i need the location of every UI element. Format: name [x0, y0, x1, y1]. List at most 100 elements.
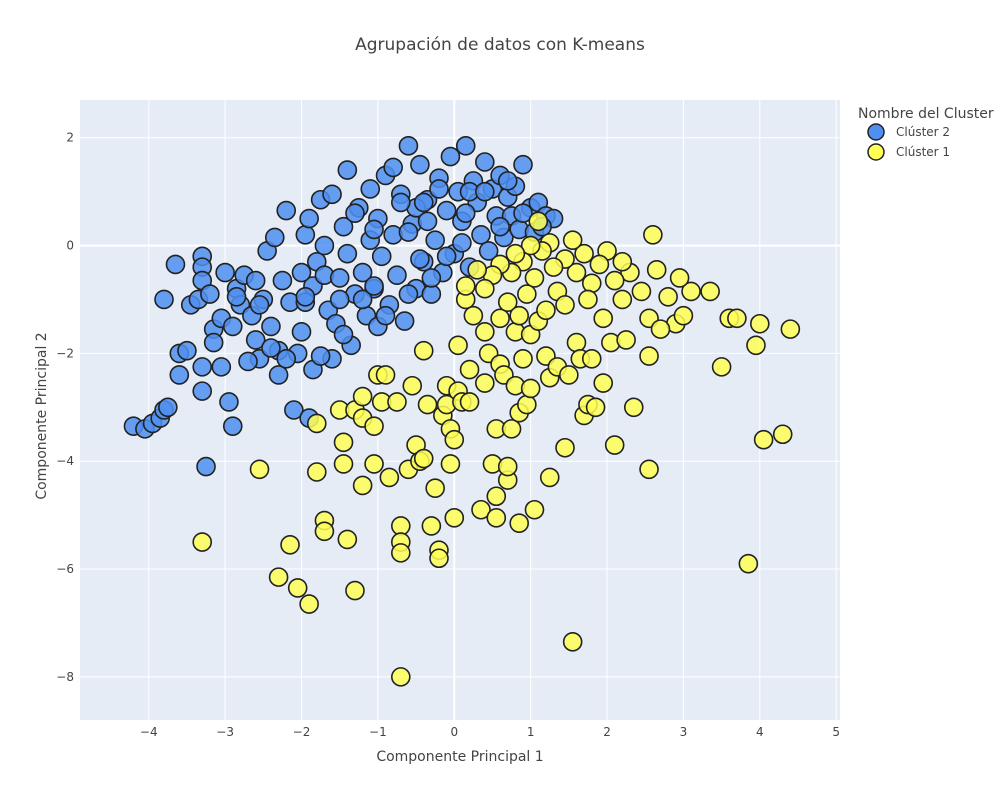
data-point[interactable]: [467, 260, 487, 280]
data-point[interactable]: [245, 330, 266, 350]
data-point[interactable]: [623, 397, 644, 418]
data-point[interactable]: [402, 375, 423, 396]
data-point[interactable]: [490, 216, 510, 237]
data-point[interactable]: [329, 268, 350, 288]
data-point[interactable]: [475, 278, 495, 299]
data-point[interactable]: [566, 332, 587, 353]
data-point[interactable]: [436, 200, 457, 221]
data-point[interactable]: [631, 281, 652, 302]
data-point[interactable]: [639, 346, 659, 366]
data-point[interactable]: [658, 286, 678, 307]
data-point[interactable]: [333, 324, 354, 345]
data-point[interactable]: [226, 286, 247, 307]
data-point[interactable]: [566, 262, 587, 283]
data-point[interactable]: [452, 233, 472, 253]
data-point[interactable]: [643, 224, 663, 245]
data-point[interactable]: [329, 289, 350, 310]
data-point[interactable]: [287, 578, 308, 598]
data-point[interactable]: [387, 265, 407, 286]
data-point[interactable]: [749, 313, 770, 334]
data-point[interactable]: [352, 289, 373, 310]
data-point[interactable]: [222, 416, 243, 436]
data-point[interactable]: [455, 276, 476, 296]
data-point[interactable]: [612, 289, 633, 310]
data-point[interactable]: [299, 594, 319, 614]
data-point[interactable]: [513, 348, 533, 369]
data-point[interactable]: [463, 305, 484, 326]
data-point[interactable]: [497, 456, 518, 477]
data-point[interactable]: [471, 499, 491, 520]
data-point[interactable]: [192, 357, 213, 377]
data-point[interactable]: [379, 467, 400, 488]
data-point[interactable]: [413, 192, 434, 213]
data-point[interactable]: [475, 373, 495, 393]
data-point[interactable]: [413, 448, 434, 469]
data-point[interactable]: [639, 459, 659, 480]
data-point[interactable]: [398, 222, 419, 242]
data-point[interactable]: [700, 281, 720, 302]
data-point[interactable]: [478, 241, 499, 261]
data-point[interactable]: [337, 529, 358, 550]
data-point[interactable]: [524, 268, 545, 288]
data-point[interactable]: [509, 305, 529, 326]
data-point[interactable]: [520, 378, 541, 399]
data-point[interactable]: [646, 260, 667, 280]
data-point[interactable]: [291, 262, 312, 283]
data-point[interactable]: [261, 316, 281, 337]
data-point[interactable]: [249, 459, 270, 480]
data-point[interactable]: [780, 319, 801, 339]
data-point[interactable]: [333, 432, 354, 453]
data-point[interactable]: [459, 392, 480, 412]
data-point[interactable]: [475, 181, 495, 202]
data-point[interactable]: [536, 300, 556, 321]
data-point[interactable]: [276, 348, 297, 369]
data-point[interactable]: [421, 284, 442, 304]
data-point[interactable]: [711, 357, 732, 377]
data-point[interactable]: [539, 467, 560, 488]
data-point[interactable]: [425, 478, 445, 498]
data-point[interactable]: [314, 235, 335, 256]
data-point[interactable]: [306, 462, 327, 482]
data-point[interactable]: [746, 335, 766, 356]
data-point[interactable]: [448, 335, 468, 356]
legend-item-cluster-2[interactable]: Clúster 2: [867, 123, 950, 141]
data-point[interactable]: [306, 413, 327, 434]
data-point[interactable]: [196, 456, 216, 477]
data-point[interactable]: [371, 246, 392, 267]
data-point[interactable]: [520, 235, 541, 256]
data-point[interactable]: [738, 553, 759, 574]
data-point[interactable]: [299, 208, 319, 229]
data-point[interactable]: [650, 319, 671, 339]
data-point[interactable]: [528, 211, 549, 232]
data-point[interactable]: [562, 632, 583, 652]
data-point[interactable]: [165, 254, 186, 275]
data-point[interactable]: [345, 580, 365, 601]
data-point[interactable]: [425, 230, 445, 250]
data-point[interactable]: [211, 357, 232, 377]
data-point[interactable]: [177, 340, 197, 361]
data-point[interactable]: [375, 305, 396, 326]
data-point[interactable]: [410, 154, 430, 175]
data-point[interactable]: [364, 276, 384, 296]
data-point[interactable]: [486, 508, 507, 528]
data-point[interactable]: [272, 270, 293, 291]
data-point[interactable]: [249, 295, 270, 315]
data-point[interactable]: [352, 386, 373, 407]
data-point[interactable]: [612, 251, 633, 272]
data-point[interactable]: [444, 508, 465, 528]
data-point[interactable]: [497, 292, 518, 312]
data-point[interactable]: [391, 667, 411, 687]
data-point[interactable]: [391, 516, 411, 536]
data-point[interactable]: [429, 179, 449, 199]
data-point[interactable]: [436, 246, 457, 267]
data-point[interactable]: [284, 400, 304, 420]
data-point[interactable]: [375, 365, 396, 385]
data-point[interactable]: [322, 184, 342, 205]
data-point[interactable]: [669, 268, 690, 288]
data-point[interactable]: [555, 437, 575, 458]
data-point[interactable]: [581, 273, 602, 294]
data-point[interactable]: [517, 394, 537, 415]
data-point[interactable]: [398, 284, 419, 304]
data-point[interactable]: [440, 146, 461, 167]
data-point[interactable]: [486, 486, 507, 507]
